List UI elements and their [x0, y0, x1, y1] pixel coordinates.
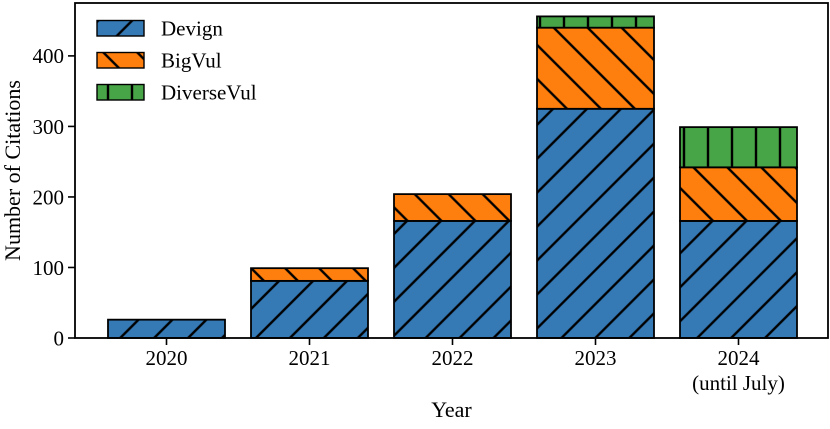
legend: Devign BigVul DiverseVul: [96, 17, 257, 105]
bars-group: [107, 15, 798, 339]
y-tick-label-100: 100: [33, 256, 65, 280]
x-tick-label-2022: 2022: [432, 346, 474, 370]
x-tick-label-2024: 2024 (until July): [692, 346, 785, 395]
bar-2024-diversevul-hatch: [679, 126, 798, 169]
x-axis: 2020 2021 2022 2023 2024 (until July): [146, 338, 785, 395]
bar-2021-bigvul-hatch: [250, 267, 369, 282]
legend-item-bigvul-swatch-hatch: [96, 51, 145, 69]
legend-item-devign-swatch-hatch: [96, 19, 145, 37]
bar-2020-devign-hatch: [107, 318, 226, 339]
legend-item-diversevul-swatch-hatch: [96, 83, 145, 101]
x-tick-label-2021: 2021: [289, 346, 331, 370]
y-tick-label-300: 300: [33, 115, 65, 139]
bar-2021-devign-hatch: [250, 279, 369, 339]
axes-frame: [74, 2, 829, 339]
bar-2022-devign-hatch: [393, 220, 512, 339]
legend-item-diversevul-label: DiverseVul: [161, 81, 257, 105]
bar-2023-devign-hatch: [536, 107, 655, 339]
y-tick-label-0: 0: [54, 326, 65, 350]
bar-2024-devign-hatch: [679, 220, 798, 339]
bar-2023-diversevul-hatch: [536, 15, 655, 29]
bar-2023-bigvul-hatch: [536, 26, 655, 110]
y-axis-title: Number of Citations: [0, 80, 25, 261]
legend-item-bigvul-label: BigVul: [161, 49, 222, 73]
bar-2022-bigvul-hatch: [393, 193, 512, 222]
legend-item-devign-label: Devign: [161, 17, 223, 41]
x-tick-label-2020: 2020: [146, 346, 188, 370]
x-axis-title: Year: [431, 397, 472, 422]
bar-2024-bigvul-hatch: [679, 166, 798, 222]
x-tick-label-2023: 2023: [575, 346, 617, 370]
y-tick-label-200: 200: [33, 185, 65, 209]
y-axis: 0 100 200 300 400: [33, 44, 75, 350]
y-tick-label-400: 400: [33, 44, 65, 68]
